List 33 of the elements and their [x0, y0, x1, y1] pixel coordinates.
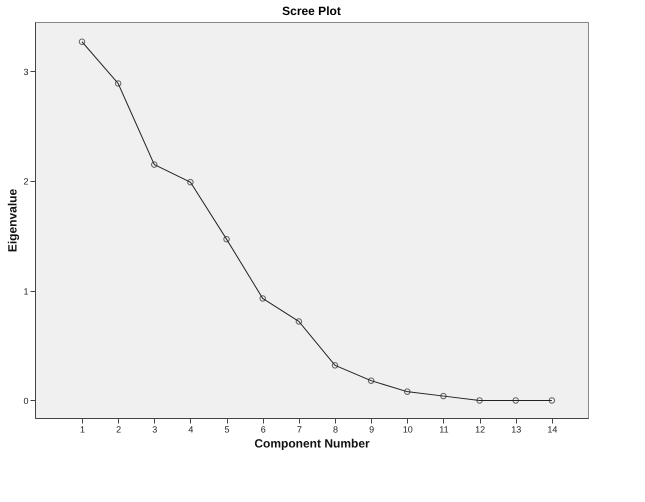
x-tick-label: 10	[402, 424, 413, 434]
y-axis-title: Eigenvalue	[5, 188, 20, 252]
x-tick-label: 11	[439, 424, 449, 434]
point	[332, 362, 338, 369]
x-tick-label: 13	[511, 424, 522, 434]
point	[476, 397, 483, 404]
point	[440, 392, 447, 400]
point	[151, 161, 158, 168]
point	[187, 178, 194, 186]
point	[114, 80, 122, 87]
y-tick-label: 3	[23, 66, 28, 77]
x-tick-label: 4	[188, 424, 194, 434]
x-tick-label: 5	[224, 424, 230, 434]
y-tick-label: 2	[23, 176, 28, 187]
x-tick-label: 6	[260, 424, 266, 434]
point	[296, 318, 302, 325]
point	[223, 236, 230, 242]
x-tick-label: 9	[369, 424, 374, 434]
y-tick-label: 0	[23, 396, 28, 406]
x-tick-label: 3	[152, 424, 158, 434]
x-tick-label: 12	[475, 424, 486, 434]
x-tick-label: 14	[547, 424, 558, 434]
x-tick-label: 8	[332, 424, 338, 434]
x-tick-label: 2	[116, 424, 122, 434]
y-tick-label: 1	[23, 286, 28, 296]
x-tick-label: 1	[80, 424, 85, 434]
point	[368, 377, 374, 384]
point	[404, 388, 411, 395]
x-tick-label: 7	[296, 424, 302, 434]
chart-title: Scree Plot	[282, 4, 341, 18]
point	[512, 397, 519, 404]
x-axis-title: Component Number	[254, 436, 370, 450]
point	[259, 295, 266, 302]
